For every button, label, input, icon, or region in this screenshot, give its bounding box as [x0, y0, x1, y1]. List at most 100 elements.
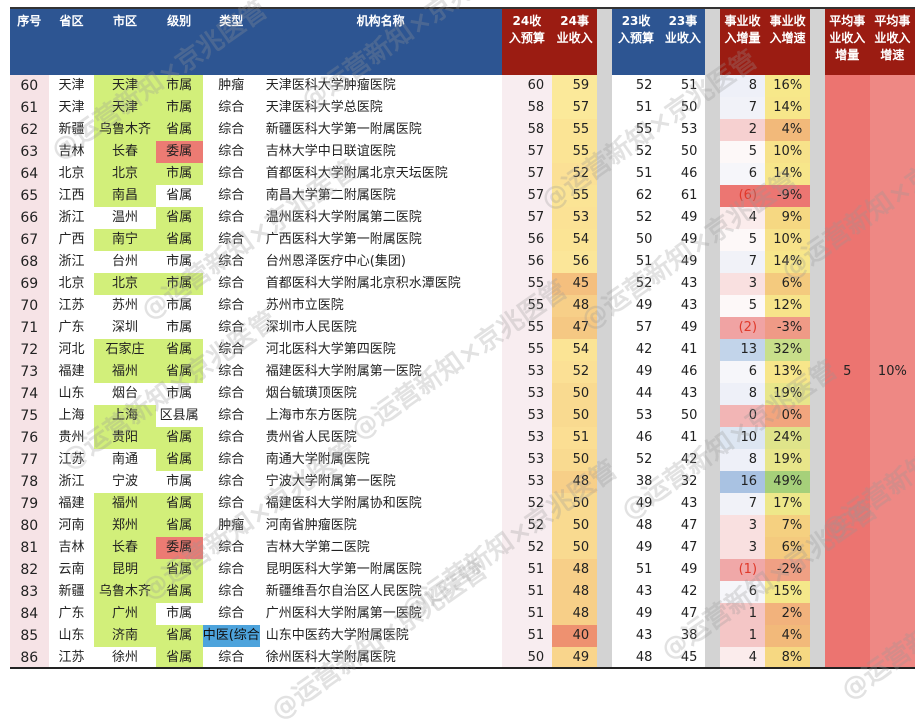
- column-separator: [597, 603, 612, 625]
- row-seq: 74: [10, 383, 49, 405]
- table-row[interactable]: 77 江苏 南通 省属 综合 南通大学附属医院 53 50 52 42 8 19%: [10, 449, 915, 471]
- row-type: 综合: [218, 298, 245, 313]
- table-row[interactable]: 80 河南 郑州 省属 肿瘤 河南省肿瘤医院 52 50 48 47 3 7%: [10, 515, 915, 537]
- column-separator: [597, 449, 612, 471]
- column-separator: [597, 9, 612, 75]
- row-budget24: 56: [501, 251, 553, 273]
- table-row[interactable]: 71 广东 深圳 市属 综合 深圳市人民医院 55 47 57 49 (2) -3%: [10, 317, 915, 339]
- column-separator: [810, 229, 825, 251]
- row-revenue23: 46: [680, 166, 698, 181]
- table-row[interactable]: 61 天津 天津 市属 综合 天津医科大学总医院 58 57 51 50 7 14%: [10, 97, 915, 119]
- table-row[interactable]: 70 江苏 苏州 市属 综合 苏州市立医院 55 48 49 43 5 12%: [10, 295, 915, 317]
- row-seq: 80: [10, 515, 49, 537]
- row-province: 浙江: [58, 210, 85, 225]
- table-row[interactable]: 73 福建 福州 省属 综合 福建医科大学附属第一医院 53 52 49 46 6 13%: [10, 361, 915, 383]
- table-row[interactable]: 83 新疆 乌鲁木齐 省属 综合 新疆维吾尔自治区人民医院 51 48 43 42 6 15%: [10, 581, 915, 603]
- row-revenue-increase: 3: [719, 273, 766, 295]
- row-type: 综合: [218, 210, 245, 225]
- row-institution-name: 烟台毓璜顶医院: [265, 386, 357, 401]
- table-row[interactable]: 85 山东 济南 省属 中医(综合 山东中医药大学附属医院 51 40 43 38 1 4%: [10, 625, 915, 647]
- column-separator: [705, 493, 720, 515]
- row-revenue23: 43: [680, 298, 698, 313]
- header-city[interactable]: 市区: [94, 9, 156, 75]
- table-row[interactable]: 65 江西 南昌 省属 综合 南昌大学第二附属医院 57 55 62 61 (6) -9%: [10, 185, 915, 207]
- table-row[interactable]: 64 北京 北京 市属 综合 首都医科大学附属北京天坛医院 57 52 51 46 6 14%: [10, 163, 915, 185]
- header-name[interactable]: 机构名称: [259, 9, 502, 75]
- row-city: 济南: [94, 625, 156, 647]
- row-institution-name: 天津医科大学总医院: [265, 100, 383, 115]
- table-row[interactable]: 72 河北 石家庄 省属 综合 河北医科大学第四医院 55 54 42 41 13 32%: [10, 339, 915, 361]
- row-revenue23: 51: [680, 78, 698, 93]
- header-revenue24[interactable]: 24事 业收入: [552, 9, 598, 75]
- row-province: 云南: [58, 562, 85, 577]
- row-city: 上海: [94, 405, 156, 427]
- avg-revenue-growth: 10%: [869, 75, 915, 669]
- row-institution-name: 贵州省人民医院: [265, 430, 357, 445]
- column-separator: [810, 581, 825, 603]
- row-city: 乌鲁木齐: [94, 581, 156, 603]
- row-province: 吉林: [58, 144, 85, 159]
- column-separator: [597, 141, 612, 163]
- row-budget23: 51: [635, 562, 653, 577]
- table-row[interactable]: 60 天津 天津 市属 肿瘤 天津医科大学肿瘤医院 60 59 52 51 8 16% 5 10%: [10, 75, 915, 669]
- row-type: 综合: [218, 452, 245, 467]
- table-row[interactable]: 81 吉林 长春 委属 综合 吉林大学第二医院 52 50 49 47 3 6%: [10, 537, 915, 559]
- row-seq: 79: [10, 493, 49, 515]
- row-revenue-growth: -3%: [765, 317, 811, 339]
- row-budget23: 49: [635, 606, 653, 621]
- row-seq: 70: [10, 295, 49, 317]
- row-revenue-growth: 14%: [765, 251, 811, 273]
- row-city: 深圳: [111, 320, 138, 335]
- row-city: 北京: [94, 163, 156, 185]
- row-budget23: 53: [635, 408, 653, 423]
- header-avg-growth[interactable]: 平均事 业收入 增速: [869, 9, 915, 75]
- table-row[interactable]: 66 浙江 温州 省属 综合 温州医科大学附属第二医院 57 53 52 49 4 9%: [10, 207, 915, 229]
- row-budget24: 58: [501, 97, 553, 119]
- row-revenue23: 43: [680, 276, 698, 291]
- table-row[interactable]: 79 福建 福州 省属 综合 福建医科大学附属协和医院 52 50 49 43 7 17%: [10, 493, 915, 515]
- row-seq: 68: [10, 251, 49, 273]
- header-avg-increase[interactable]: 平均事 业收入 增量: [824, 9, 870, 75]
- row-province: 广东: [58, 320, 85, 335]
- row-institution-name: 宁波大学附属第一医院: [265, 474, 396, 489]
- column-separator: [705, 273, 720, 295]
- row-seq: 62: [10, 119, 49, 141]
- header-budget24[interactable]: 24收 入预算: [501, 9, 553, 75]
- header-province[interactable]: 省区: [48, 9, 95, 75]
- header-seq[interactable]: 序号: [10, 9, 49, 75]
- header-budget23[interactable]: 23收 入预算: [611, 9, 661, 75]
- row-revenue24: 59: [552, 75, 598, 97]
- column-separator: [705, 625, 720, 647]
- column-separator: [810, 273, 825, 295]
- row-revenue24: 45: [552, 273, 598, 295]
- row-revenue23: 41: [680, 430, 698, 445]
- row-type: 综合: [218, 474, 245, 489]
- table-row[interactable]: 75 上海 上海 区县属 综合 上海市东方医院 53 50 53 50 0 0%: [10, 405, 915, 427]
- row-budget24: 55: [501, 295, 553, 317]
- table-row[interactable]: 84 广东 广州 市属 综合 广州医科大学附属第一医院 51 48 49 47 1 2%: [10, 603, 915, 625]
- row-revenue-increase: (1): [719, 559, 766, 581]
- table-row[interactable]: 76 贵州 贵阳 省属 综合 贵州省人民医院 53 51 46 41 10 24%: [10, 427, 915, 449]
- row-revenue-increase: 4: [719, 207, 766, 229]
- header-revenue23[interactable]: 23事 业收入: [660, 9, 706, 75]
- header-type[interactable]: 类型: [202, 9, 260, 75]
- column-separator: [810, 75, 825, 97]
- table-row[interactable]: 62 新疆 乌鲁木齐 省属 综合 新疆医科大学第一附属医院 58 55 55 53 2 4%: [10, 119, 915, 141]
- table-row[interactable]: 86 江苏 徐州 省属 综合 徐州医科大学附属医院 50 49 48 45 4 8%: [10, 647, 915, 669]
- row-budget23: 46: [635, 430, 653, 445]
- row-revenue24: 56: [552, 251, 598, 273]
- header-level[interactable]: 级别: [155, 9, 203, 75]
- table-row[interactable]: 68 浙江 台州 市属 综合 台州恩泽医疗中心(集团) 56 56 51 49 7 14%: [10, 251, 915, 273]
- header-increase[interactable]: 事业收 入增量: [719, 9, 766, 75]
- table-row[interactable]: 69 北京 北京 市属 综合 首都医科大学附属北京积水潭医院 55 45 52 43 3 6%: [10, 273, 915, 295]
- table-row[interactable]: 67 广西 南宁 省属 综合 广西医科大学第一附属医院 56 54 50 49 5 10%: [10, 229, 915, 251]
- table-row[interactable]: 63 吉林 长春 委属 综合 吉林大学中日联谊医院 57 55 52 50 5 10%: [10, 141, 915, 163]
- row-revenue23: 45: [680, 650, 698, 665]
- row-type: 综合: [218, 342, 245, 357]
- table-row[interactable]: 78 浙江 宁波 市属 综合 宁波大学附属第一医院 53 48 38 32 16 49%: [10, 471, 915, 493]
- header-growth[interactable]: 事业收 入增速: [765, 9, 811, 75]
- table-row[interactable]: 82 云南 昆明 省属 综合 昆明医科大学第一附属医院 51 48 51 49 (1) -2%: [10, 559, 915, 581]
- row-revenue24: 52: [552, 361, 598, 383]
- row-revenue24: 57: [552, 97, 598, 119]
- table-row[interactable]: 74 山东 烟台 市属 综合 烟台毓璜顶医院 53 50 44 43 8 19%: [10, 383, 915, 405]
